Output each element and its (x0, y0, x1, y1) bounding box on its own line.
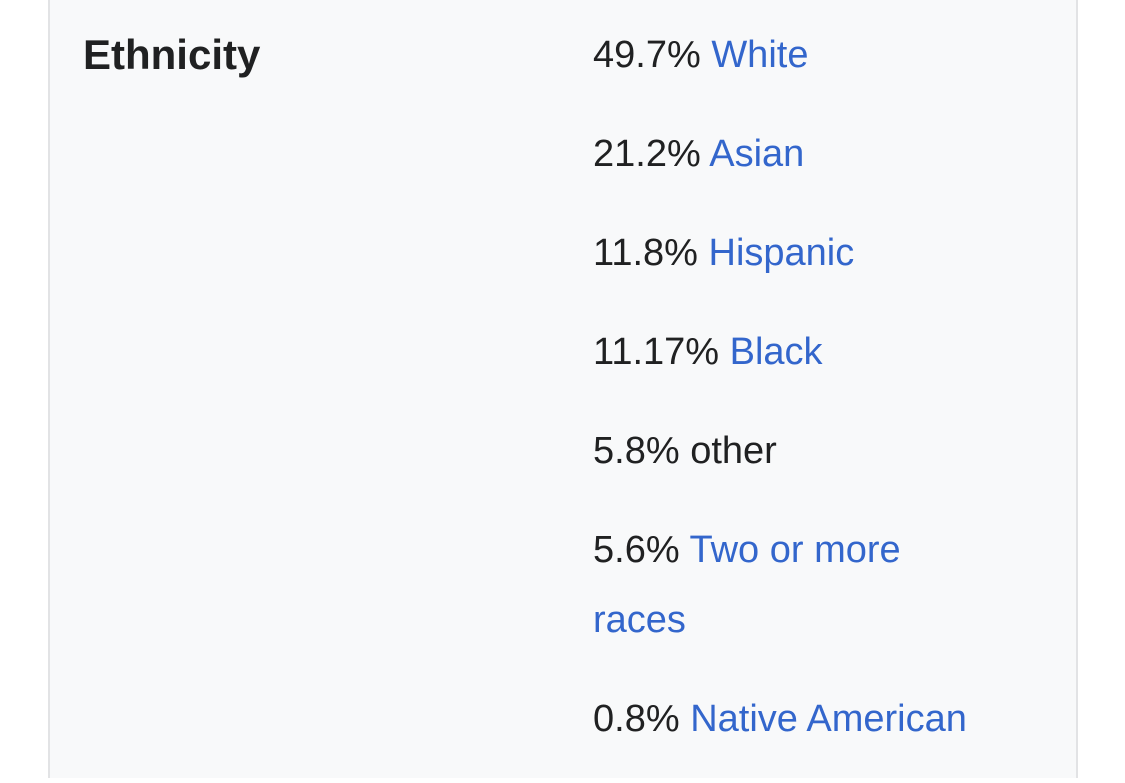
percent: 0.8% (593, 698, 680, 740)
percent: 5.6% (593, 529, 680, 571)
ethnicity-row: 11.17% Black (593, 317, 991, 387)
ethnicity-row: 21.2% Asian (593, 119, 991, 189)
link[interactable]: Hispanic (708, 232, 855, 274)
link[interactable]: Native American (690, 698, 967, 740)
link[interactable]: White (711, 34, 809, 76)
link[interactable]: Two or more races (593, 529, 901, 641)
percent: 11.8% (593, 232, 698, 274)
percent: 49.7% (593, 34, 701, 76)
percent: 5.8% (593, 430, 680, 472)
infobox (48, 0, 1078, 778)
link[interactable]: Asian (709, 133, 805, 175)
ethnicity-row: 49.7% White (593, 20, 991, 90)
link[interactable]: Black (729, 331, 823, 373)
value-list: 49.7% White 21.2% Asian 11.8% Hispanic 1… (593, 20, 991, 783)
name: other (690, 430, 777, 472)
ethnicity-row: 5.6% Two or more races (593, 515, 991, 655)
ethnicity-row: 11.8% Hispanic (593, 218, 991, 288)
percent: 21.2% (593, 133, 701, 175)
ethnicity-row: 0.8% Native American (593, 684, 991, 754)
percent: 11.17% (593, 331, 720, 373)
row-label: Ethnicity (83, 31, 261, 78)
ethnicity-row: 5.8% other (593, 416, 991, 486)
